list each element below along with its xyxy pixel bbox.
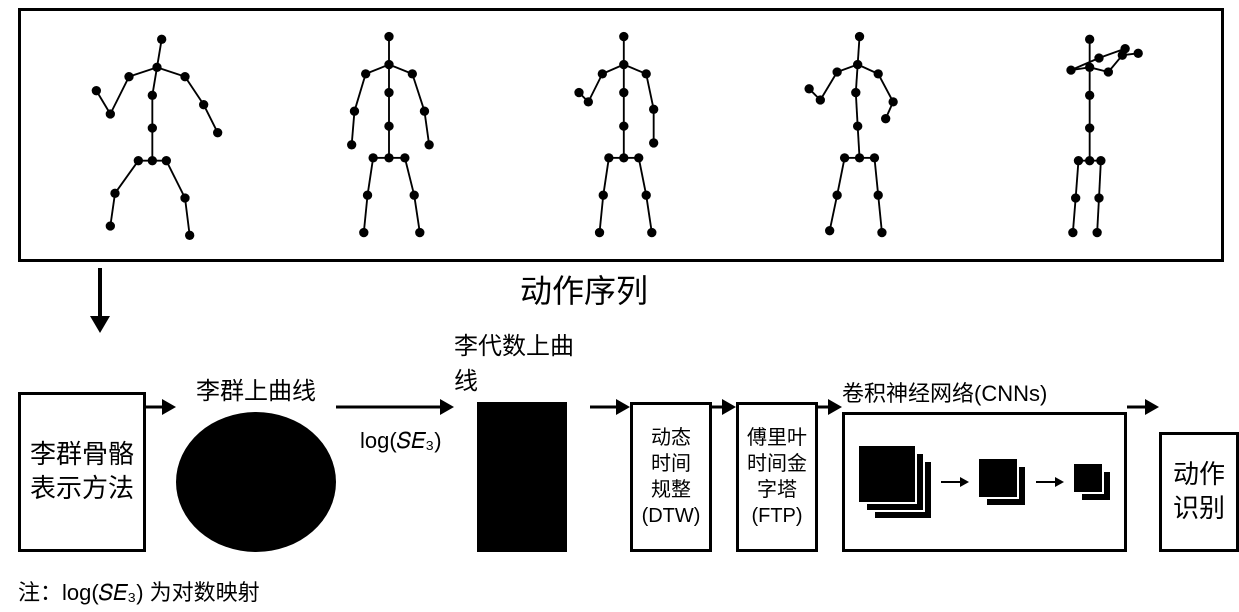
lie-group-curve: 李群上曲线 — [176, 371, 336, 552]
skeleton-figure — [551, 20, 691, 250]
pipeline-row: 李群骨骼表示方法 李群上曲线 李代数上曲线动态时间规整(DTW) 傅里叶时间金字塔(F… — [18, 326, 1239, 552]
sequence-label: 动作序列 — [520, 266, 648, 312]
dtw-box-label: 动态时间规整(DTW) — [642, 425, 701, 529]
ellipse-shape — [176, 412, 336, 552]
action-recognition-box-label: 动作识别 — [1173, 458, 1225, 526]
black-rect-shape — [477, 402, 567, 552]
dtw-box: 动态时间规整(DTW) — [630, 402, 712, 552]
cnn-block: 卷积神经网络(CNNs) — [842, 376, 1127, 552]
log-mapping-label: log(𝑆𝐸₃) — [360, 428, 442, 454]
cnn-feature-map-stack — [857, 444, 933, 520]
skeleton-figure — [319, 20, 459, 250]
arrow-right-small-icon — [941, 474, 969, 490]
lie-group-skeleton-box: 李群骨骼表示方法 — [18, 392, 146, 552]
lie-group-curve-title: 李群上曲线 — [196, 371, 316, 406]
action-recognition-box: 动作识别 — [1159, 432, 1239, 552]
skeleton-sequence-box — [18, 8, 1224, 262]
lie-algebra-curve-title: 李代数上曲线 — [454, 326, 590, 396]
cnn-feature-map-stack — [977, 457, 1027, 507]
ftp-box: 傅里叶时间金字塔(FTP) — [736, 402, 818, 552]
ftp-box-label: 傅里叶时间金字塔(FTP) — [747, 425, 807, 529]
arrow-right-icon — [712, 392, 736, 422]
lie-algebra-curve: 李代数上曲线 — [454, 326, 590, 552]
cnn-box — [842, 412, 1127, 552]
arrow-right-icon — [590, 392, 630, 422]
lie-group-skeleton-box-label: 李群骨骼表示方法 — [30, 438, 134, 506]
cnn-title: 卷积神经网络(CNNs) — [842, 376, 1127, 408]
arrow-right-icon — [146, 392, 176, 422]
arrow-right-small-icon — [1036, 474, 1064, 490]
skeleton-figure — [1015, 20, 1155, 250]
skeleton-figure — [783, 20, 923, 250]
arrow-right-icon — [336, 392, 454, 422]
skeleton-figure — [87, 20, 227, 250]
arrow-right-icon — [1127, 392, 1159, 422]
cnn-feature-map-stack — [1072, 462, 1112, 502]
arrow-right-icon — [818, 392, 842, 422]
footnote-text: 注：log(𝑆𝐸₃) 为对数映射 — [18, 575, 260, 607]
